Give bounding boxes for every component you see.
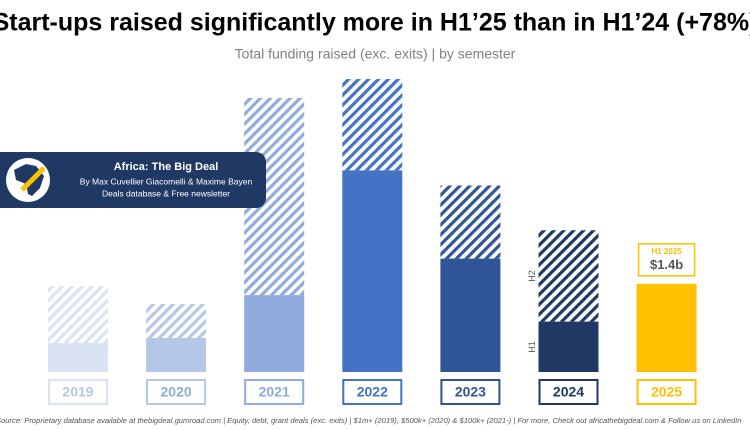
category-box [538,379,599,405]
badge-line: Deals database & Free newsletter [102,188,230,198]
x-tick-label: 2023 [455,384,486,400]
badge-stripe [20,166,46,192]
x-tick-label: 2019 [62,384,93,400]
category-box [48,379,108,405]
x-tick-label: 2020 [161,384,192,400]
x-tick-label: 2022 [357,384,388,400]
bar-h1 [636,283,697,372]
category-box [342,379,403,405]
bar-h2 [440,185,501,259]
badge-line: By Max Cuvellier Giacomelli & Maxime Bay… [80,176,253,186]
chart-title: Start-ups raised significantly more in H… [0,9,750,37]
legend-label: H1 [527,341,537,353]
x-tick-label: 2021 [259,384,290,400]
bar-h2 [538,230,599,322]
category-box [440,379,501,405]
value-label: $1.4b [650,257,683,272]
legend-label: H2 [527,270,537,282]
badge: Africa: The Big Deal By Max Cuvellier Gi… [0,152,266,208]
bar-h2 [342,79,403,171]
category-box [636,379,697,405]
chart-subtitle: Total funding raised (exc. exits) | by s… [235,46,516,62]
bar-h2 [48,286,108,344]
badge-background [0,152,266,208]
x-tick-label: 2025 [651,384,682,400]
x-tick-label: 2024 [553,384,584,400]
badge-title: Africa: The Big Deal [114,161,219,173]
annotation-box [637,243,696,277]
source-note: Source: Proprietary database available a… [0,416,742,425]
bar-h1 [146,337,207,372]
category-box [146,379,207,405]
bar-h1 [342,170,403,372]
bar-h1 [48,343,108,372]
bar-h2 [146,303,207,338]
bar-h1 [538,321,599,372]
annotation: H1 2025 [651,247,682,256]
bar-h1 [244,295,305,372]
bar-h1 [440,258,501,372]
category-box [244,379,305,405]
